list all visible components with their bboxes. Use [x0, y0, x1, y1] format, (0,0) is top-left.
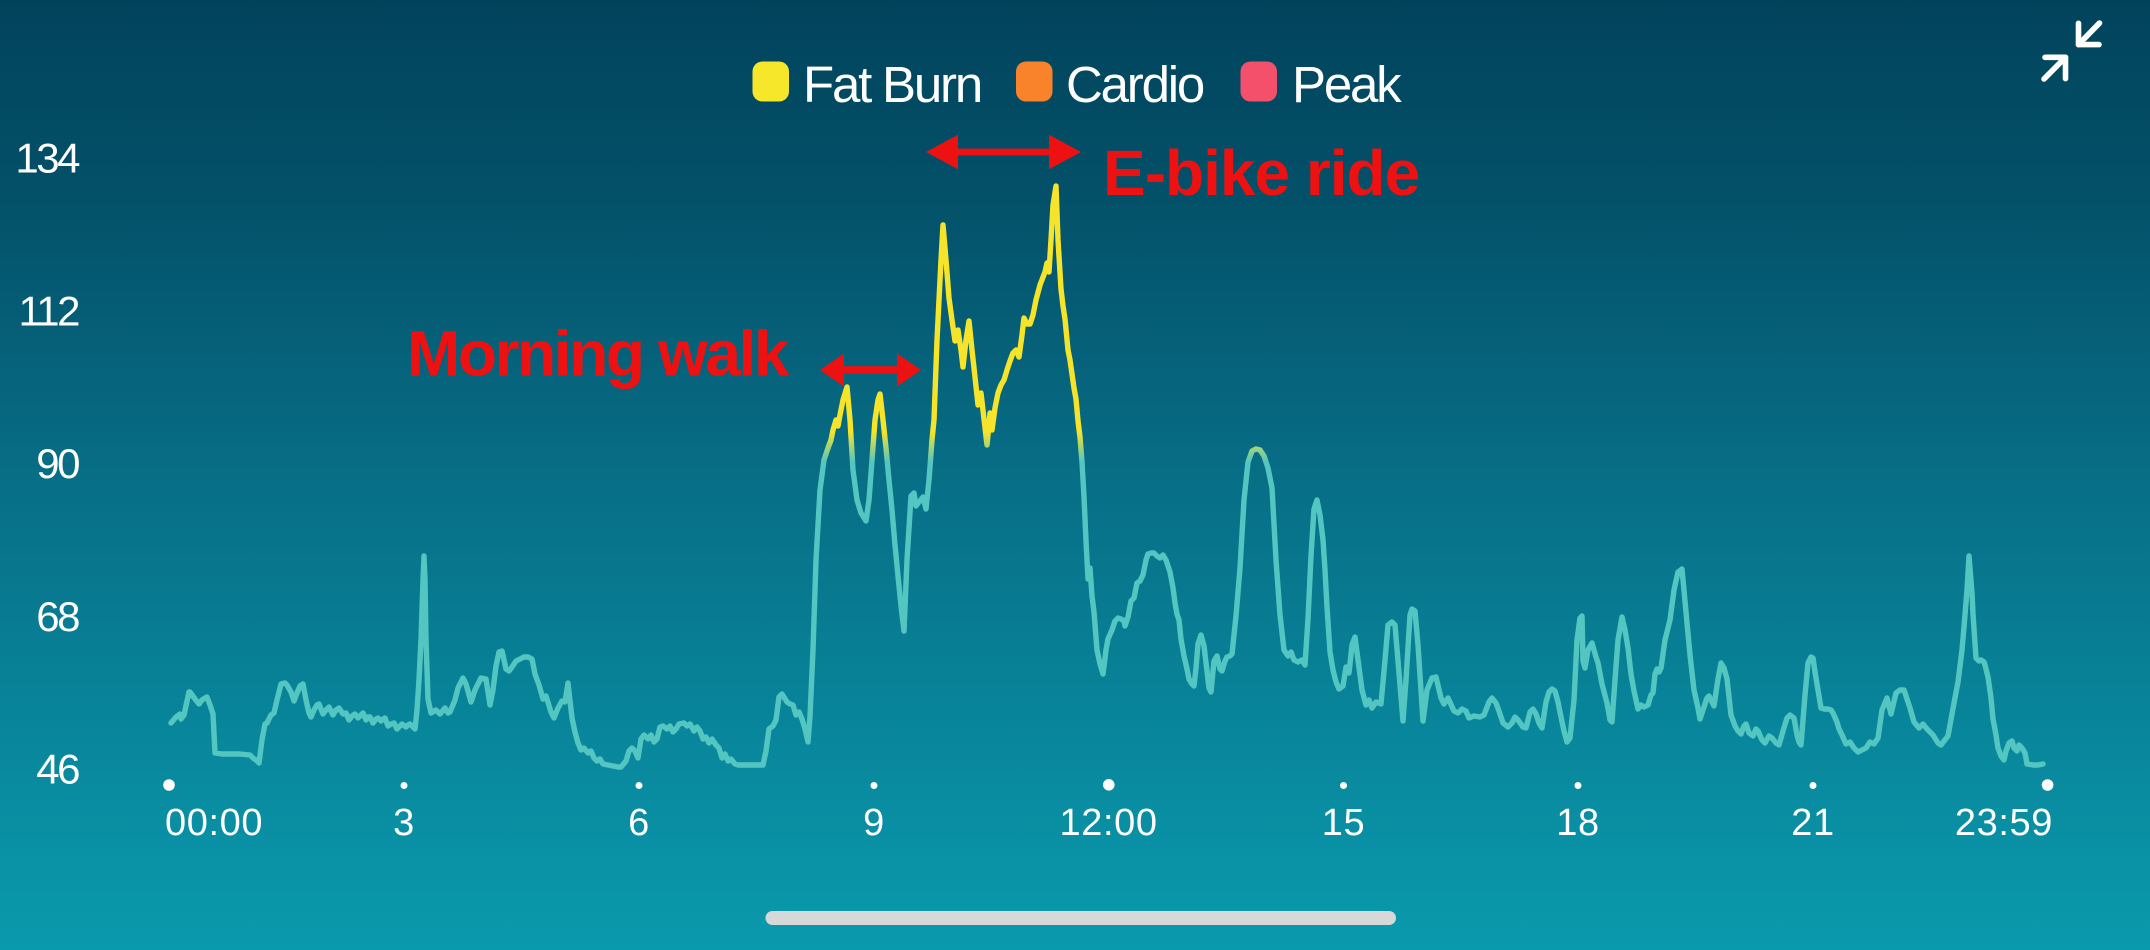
- svg-text:Cardio: Cardio: [1066, 56, 1204, 113]
- svg-text:Fat Burn: Fat Burn: [803, 56, 981, 113]
- svg-text:68: 68: [36, 593, 79, 640]
- svg-text:46: 46: [36, 746, 79, 793]
- svg-text:00:00: 00:00: [165, 802, 263, 844]
- svg-text:12:00: 12:00: [1060, 802, 1158, 844]
- svg-text:Morning walk: Morning walk: [407, 318, 790, 390]
- svg-text:3: 3: [393, 802, 415, 844]
- svg-text:Peak: Peak: [1292, 56, 1402, 113]
- svg-text:9: 9: [863, 802, 885, 844]
- svg-text:21: 21: [1791, 802, 1834, 844]
- svg-text:90: 90: [36, 440, 79, 487]
- svg-text:18: 18: [1556, 802, 1599, 844]
- svg-text:23:59: 23:59: [1955, 802, 2053, 844]
- svg-text:6: 6: [628, 802, 650, 844]
- svg-text:15: 15: [1322, 802, 1365, 844]
- svg-text:112: 112: [19, 287, 80, 334]
- svg-text:E-bike ride: E-bike ride: [1103, 137, 1419, 209]
- svg-text:134: 134: [15, 135, 80, 182]
